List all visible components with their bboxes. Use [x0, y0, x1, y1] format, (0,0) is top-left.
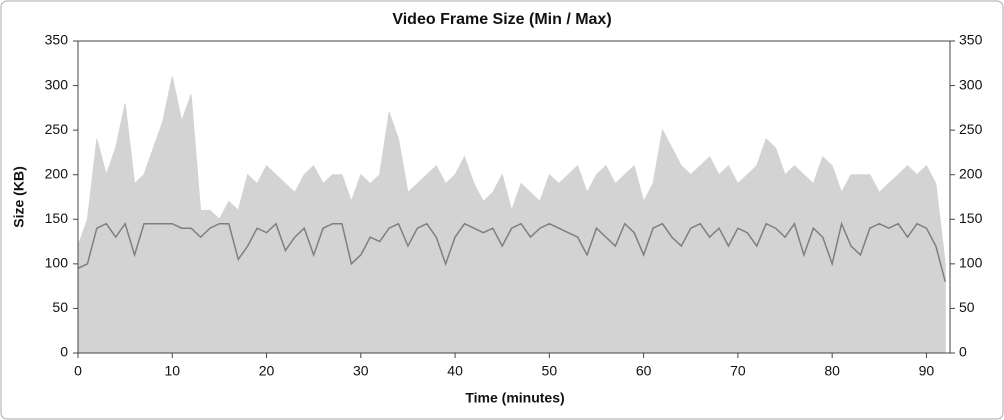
- x-tick-label: 60: [636, 363, 652, 379]
- x-tick-label: 20: [259, 363, 275, 379]
- x-tick-label: 30: [353, 363, 369, 379]
- x-tick-label: 80: [824, 363, 840, 379]
- y-tick-label: 50: [52, 299, 68, 315]
- chart-title: Video Frame Size (Min / Max): [392, 11, 611, 28]
- y2-tick-label: 200: [959, 165, 983, 181]
- x-tick-label: 10: [164, 363, 180, 379]
- y2-tick-label: 100: [959, 255, 983, 271]
- plot-border: [77, 40, 951, 354]
- y2-tick-label: 250: [959, 121, 983, 137]
- y-tick-label: 0: [60, 344, 68, 360]
- x-tick-label: 40: [447, 363, 463, 379]
- max-area: [77, 76, 946, 354]
- y-tick-label: 350: [45, 32, 69, 48]
- y-tick-label: 300: [45, 76, 69, 92]
- min-line: [77, 221, 947, 282]
- x-axis-title: Time (minutes): [465, 390, 564, 406]
- y2-tick-label: 150: [959, 210, 983, 226]
- y2-tick-label: 0: [959, 344, 967, 360]
- y-axis-title: Size (KB): [11, 166, 27, 227]
- y-tick-label: 200: [45, 165, 69, 181]
- y2-tick-label: 350: [959, 32, 983, 48]
- x-tick-label: 0: [74, 363, 82, 379]
- y2-tick-label: 300: [959, 76, 983, 92]
- y-tick-label: 100: [45, 255, 69, 271]
- y-tick-label: 150: [45, 210, 69, 226]
- y2-tick-label: 50: [959, 299, 975, 315]
- x-tick-label: 50: [542, 363, 558, 379]
- y-tick-label: 250: [45, 121, 69, 137]
- x-tick-label: 90: [919, 363, 935, 379]
- x-tick-label: 70: [730, 363, 746, 379]
